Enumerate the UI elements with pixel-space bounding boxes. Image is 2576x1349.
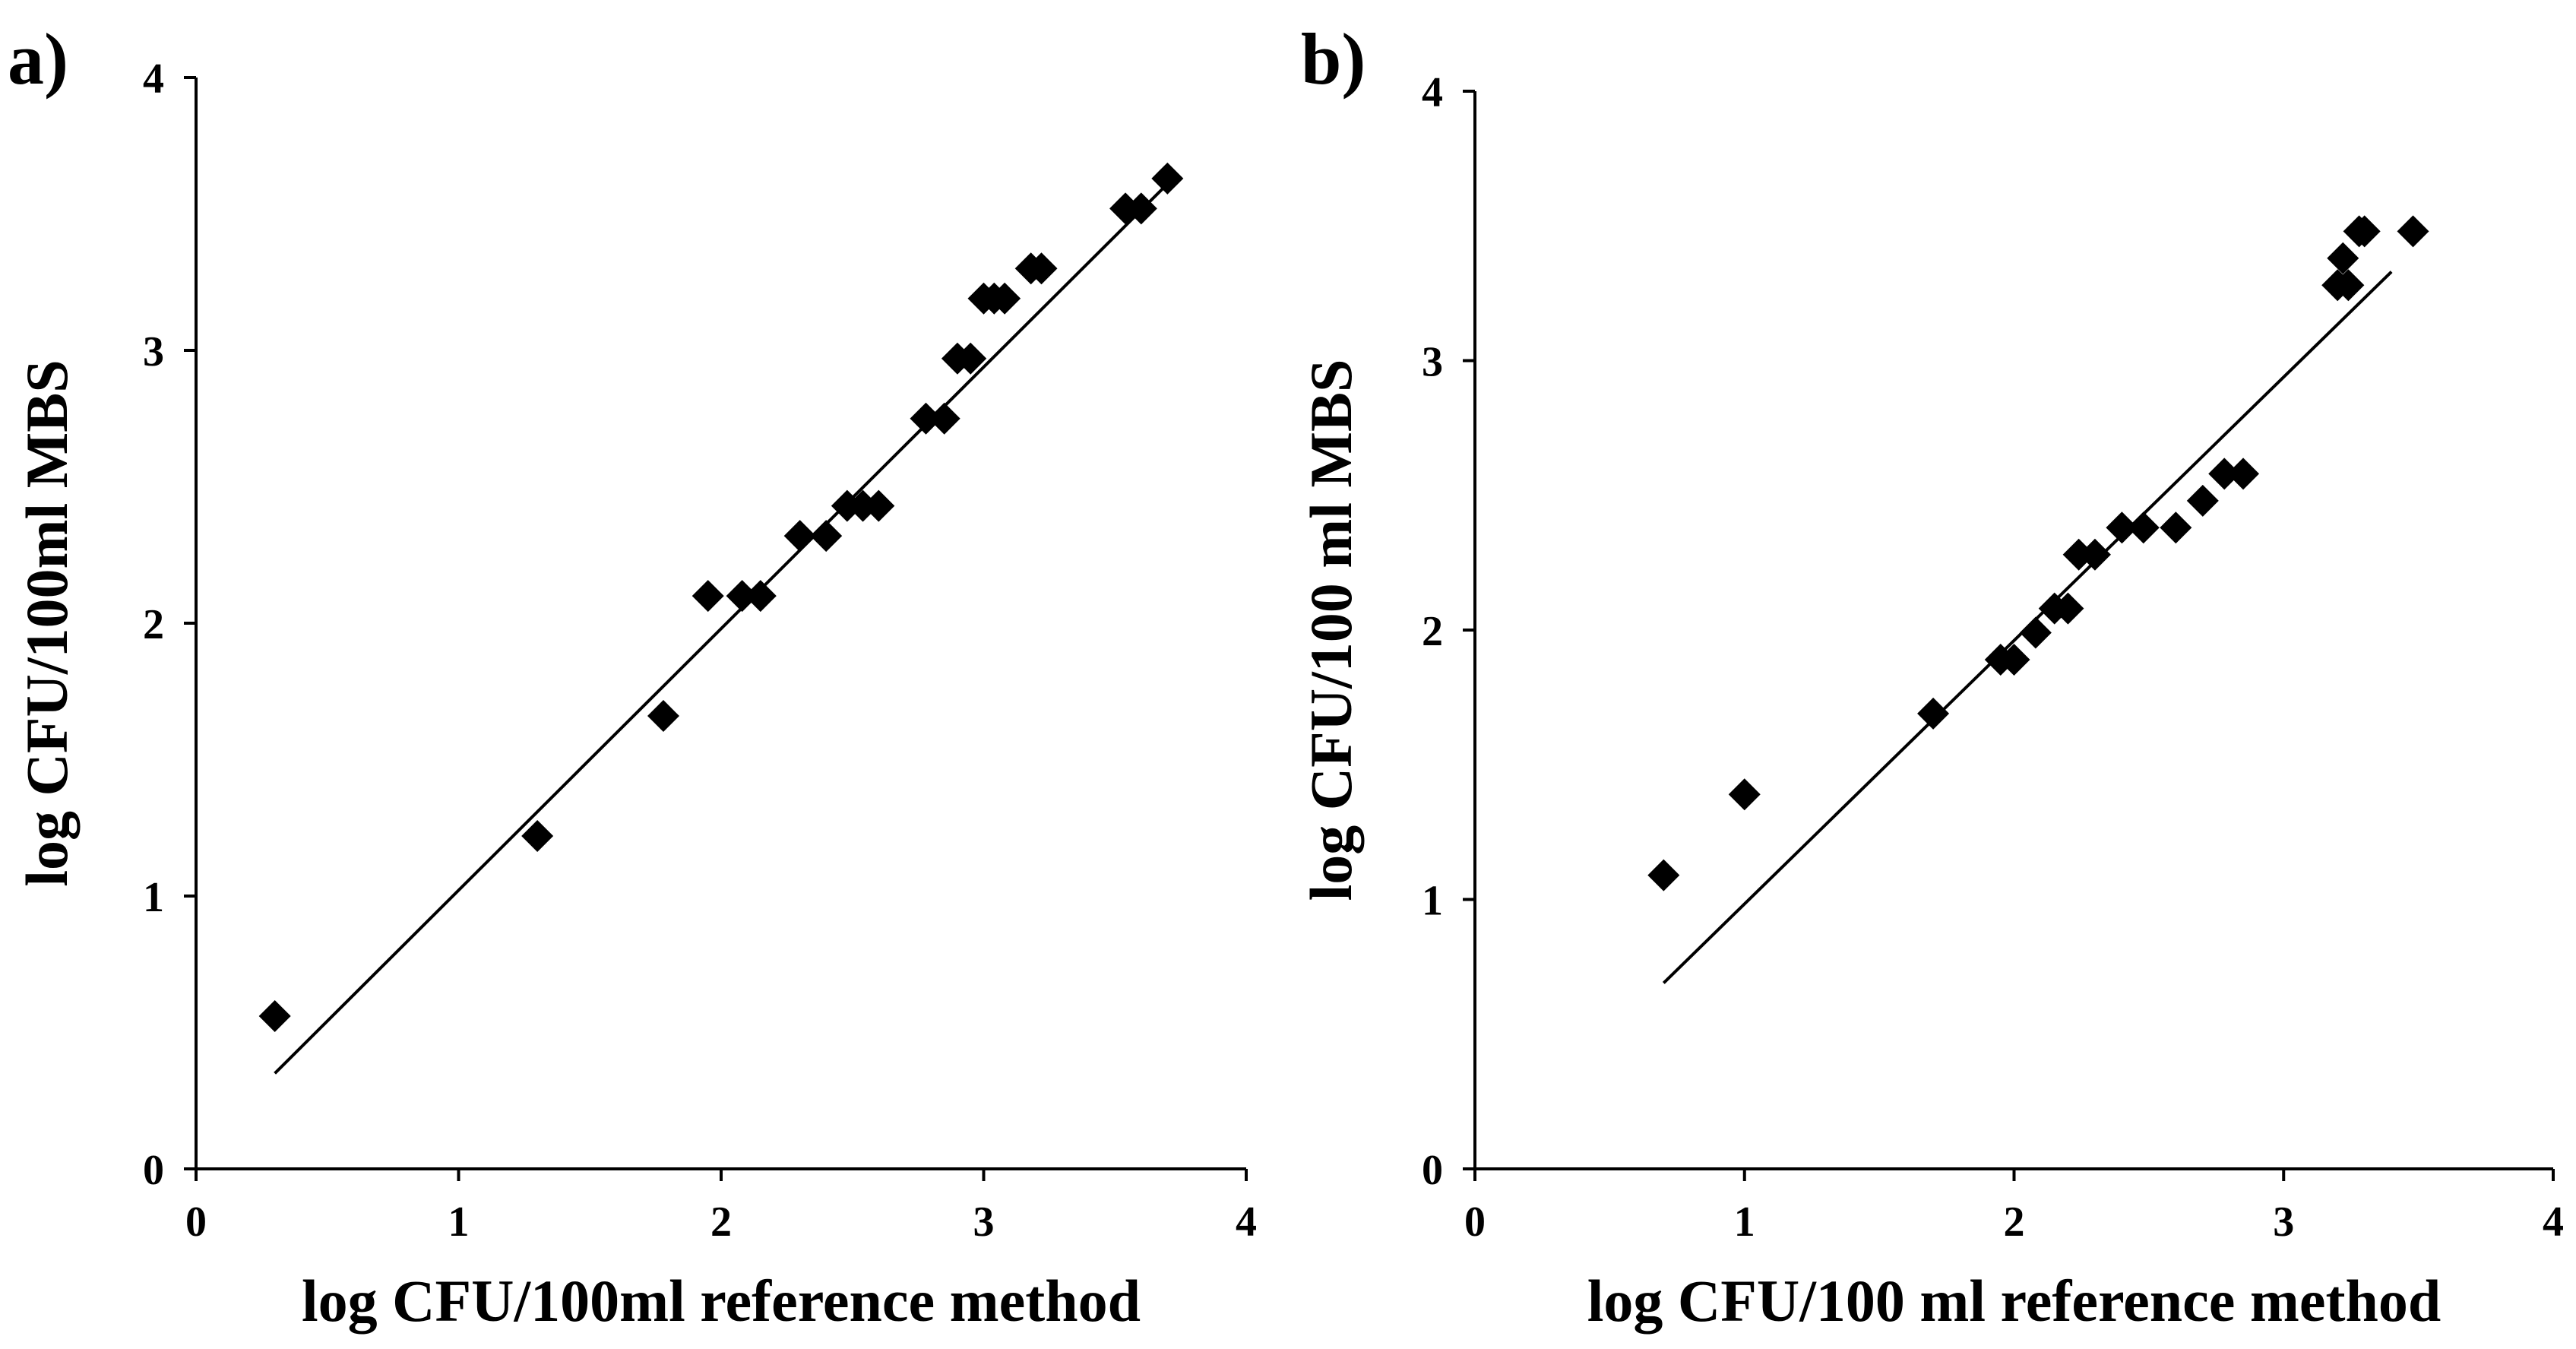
data-point [954, 342, 987, 375]
data-point [910, 402, 942, 435]
data-point [2208, 458, 2241, 490]
y-tick-label: 0 [143, 1147, 164, 1194]
x-tick-label: 3 [2273, 1199, 2294, 1246]
data-point [2227, 458, 2260, 490]
data-point [691, 580, 724, 613]
data-point [810, 520, 843, 553]
data-point [726, 580, 758, 613]
chart-a: a) 0 1 2 3 4 0 1 2 3 4 log CFU/100ml ref… [8, 18, 1257, 1334]
y-axis-title: log CFU/100 ml MBS [1298, 359, 1364, 901]
data-point [989, 282, 1021, 315]
y-tick-label: 3 [1422, 339, 1443, 386]
data-point [2186, 484, 2219, 517]
chart-b-marks [1463, 90, 2555, 1181]
data-point [1647, 859, 1680, 891]
data-point [521, 820, 554, 853]
x-tick-label: 4 [1236, 1199, 1257, 1246]
chart-b-y-tick-labels: 0 1 2 3 4 [1422, 69, 1443, 1194]
y-tick-label: 3 [143, 328, 164, 375]
data-point [2062, 538, 2095, 571]
data-point [2019, 616, 2052, 649]
data-point [1151, 162, 1184, 195]
data-point [1728, 778, 1761, 811]
chart-a-x-tick-labels: 0 1 2 3 4 [185, 1199, 1257, 1246]
chart-b-x-tick-labels: 0 1 2 3 4 [1464, 1199, 2564, 1246]
y-tick-label: 4 [1422, 69, 1443, 116]
y-tick-label: 0 [1422, 1147, 1443, 1194]
chart-a-y-tick-labels: 0 1 2 3 4 [143, 55, 164, 1194]
panel-label-b: b) [1301, 18, 1366, 100]
x-tick-label: 2 [710, 1199, 732, 1246]
data-point [258, 999, 291, 1032]
x-tick-label: 1 [1734, 1199, 1755, 1246]
x-tick-label: 1 [448, 1199, 470, 1246]
panel-label-a: a) [8, 18, 68, 100]
data-point [1998, 643, 2030, 676]
data-point [2052, 592, 2084, 625]
data-point [2078, 538, 2111, 571]
data-point [862, 489, 895, 522]
trendline [274, 182, 1169, 1075]
data-point [2332, 269, 2365, 302]
data-point [2127, 511, 2160, 544]
x-axis-title: log CFU/100 ml reference method [1587, 1268, 2442, 1334]
data-point [783, 520, 816, 553]
chart-b: b) 0 1 2 3 4 0 1 2 3 4 log CFU/100 ml re… [1298, 18, 2564, 1334]
x-tick-label: 2 [2004, 1199, 2025, 1246]
x-axis-title: log CFU/100ml reference method [302, 1268, 1141, 1334]
y-tick-label: 2 [1422, 608, 1443, 655]
data-point [1025, 252, 1058, 285]
y-axis-title: log CFU/100ml MBS [14, 359, 80, 886]
data-point [1917, 697, 1950, 730]
data-point [1125, 192, 1157, 225]
data-point [2397, 215, 2429, 248]
x-tick-label: 0 [185, 1199, 207, 1246]
data-point [744, 580, 777, 613]
y-tick-label: 1 [1422, 878, 1443, 925]
x-tick-label: 3 [973, 1199, 995, 1246]
data-point [2327, 242, 2359, 274]
y-tick-label: 2 [143, 601, 164, 648]
data-point [2348, 215, 2381, 248]
chart-a-marks [184, 76, 1248, 1181]
data-point [928, 402, 960, 435]
data-point [2160, 511, 2192, 544]
y-tick-label: 4 [143, 55, 164, 103]
data-point [2106, 511, 2138, 544]
x-tick-label: 0 [1464, 1199, 1486, 1246]
data-point [647, 700, 679, 733]
y-tick-label: 1 [143, 874, 164, 921]
x-tick-label: 4 [2543, 1199, 2564, 1246]
